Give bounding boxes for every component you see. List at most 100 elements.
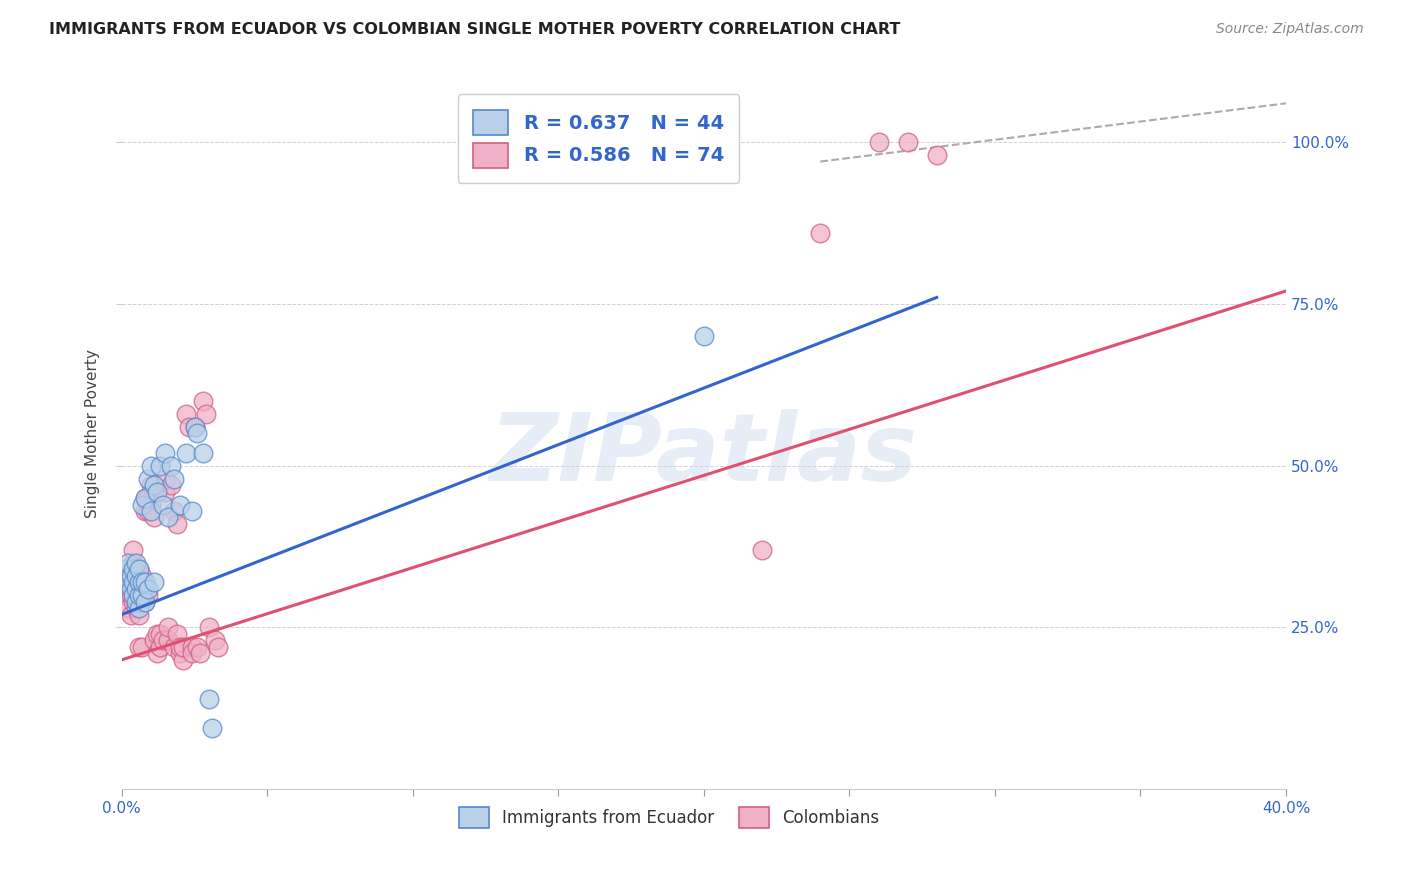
Point bbox=[169, 646, 191, 660]
Text: IMMIGRANTS FROM ECUADOR VS COLOMBIAN SINGLE MOTHER POVERTY CORRELATION CHART: IMMIGRANTS FROM ECUADOR VS COLOMBIAN SIN… bbox=[49, 22, 901, 37]
Point bbox=[122, 562, 145, 576]
Point bbox=[117, 582, 139, 596]
Text: ZIPatlas: ZIPatlas bbox=[489, 409, 918, 500]
Point bbox=[122, 594, 145, 608]
Point bbox=[163, 504, 186, 518]
Point bbox=[120, 588, 142, 602]
Point bbox=[114, 588, 136, 602]
Legend: Immigrants from Ecuador, Colombians: Immigrants from Ecuador, Colombians bbox=[451, 801, 886, 834]
Point bbox=[117, 556, 139, 570]
Point bbox=[174, 407, 197, 421]
Point bbox=[160, 458, 183, 473]
Point bbox=[142, 510, 165, 524]
Point bbox=[183, 420, 205, 434]
Point bbox=[172, 653, 194, 667]
Point bbox=[122, 542, 145, 557]
Point bbox=[145, 484, 167, 499]
Point bbox=[142, 575, 165, 590]
Point bbox=[120, 582, 142, 596]
Point bbox=[128, 575, 150, 590]
Point bbox=[155, 446, 177, 460]
Text: Source: ZipAtlas.com: Source: ZipAtlas.com bbox=[1216, 22, 1364, 37]
Point bbox=[157, 510, 180, 524]
Point bbox=[897, 135, 920, 149]
Point bbox=[183, 420, 205, 434]
Point bbox=[174, 446, 197, 460]
Point bbox=[152, 498, 174, 512]
Point bbox=[128, 562, 150, 576]
Point bbox=[180, 504, 202, 518]
Point bbox=[149, 627, 172, 641]
Point bbox=[128, 601, 150, 615]
Point bbox=[186, 640, 208, 654]
Point bbox=[131, 640, 153, 654]
Point bbox=[117, 601, 139, 615]
Point bbox=[122, 568, 145, 582]
Point bbox=[122, 575, 145, 590]
Point bbox=[117, 568, 139, 582]
Point bbox=[166, 516, 188, 531]
Point bbox=[125, 594, 148, 608]
Point bbox=[925, 148, 948, 162]
Point bbox=[120, 568, 142, 582]
Point bbox=[157, 633, 180, 648]
Point bbox=[149, 640, 172, 654]
Point bbox=[207, 640, 229, 654]
Point bbox=[128, 640, 150, 654]
Point bbox=[169, 640, 191, 654]
Point bbox=[136, 491, 159, 505]
Point bbox=[139, 478, 162, 492]
Point bbox=[172, 640, 194, 654]
Point bbox=[131, 594, 153, 608]
Point bbox=[177, 420, 200, 434]
Point bbox=[693, 329, 716, 343]
Point bbox=[139, 458, 162, 473]
Point bbox=[122, 556, 145, 570]
Point bbox=[125, 601, 148, 615]
Point bbox=[128, 575, 150, 590]
Point bbox=[139, 504, 162, 518]
Point bbox=[186, 426, 208, 441]
Point bbox=[149, 458, 172, 473]
Point bbox=[142, 484, 165, 499]
Point bbox=[204, 633, 226, 648]
Y-axis label: Single Mother Poverty: Single Mother Poverty bbox=[86, 349, 100, 517]
Point bbox=[134, 575, 156, 590]
Point bbox=[198, 691, 221, 706]
Point bbox=[136, 582, 159, 596]
Point bbox=[128, 562, 150, 576]
Point bbox=[157, 620, 180, 634]
Point bbox=[163, 472, 186, 486]
Point bbox=[134, 582, 156, 596]
Point bbox=[155, 484, 177, 499]
Point bbox=[131, 582, 153, 596]
Point bbox=[131, 498, 153, 512]
Point bbox=[125, 582, 148, 596]
Point bbox=[180, 640, 202, 654]
Point bbox=[142, 478, 165, 492]
Point bbox=[120, 575, 142, 590]
Point bbox=[134, 491, 156, 505]
Point bbox=[120, 607, 142, 622]
Point bbox=[195, 407, 218, 421]
Point bbox=[136, 472, 159, 486]
Point bbox=[131, 588, 153, 602]
Point bbox=[136, 504, 159, 518]
Point bbox=[125, 556, 148, 570]
Point bbox=[125, 588, 148, 602]
Point bbox=[125, 575, 148, 590]
Point bbox=[136, 588, 159, 602]
Point bbox=[160, 478, 183, 492]
Point bbox=[142, 633, 165, 648]
Point bbox=[868, 135, 890, 149]
Point bbox=[808, 226, 831, 240]
Point bbox=[134, 594, 156, 608]
Point bbox=[145, 646, 167, 660]
Point bbox=[114, 562, 136, 576]
Point bbox=[125, 568, 148, 582]
Point bbox=[201, 721, 224, 735]
Point bbox=[180, 646, 202, 660]
Point bbox=[131, 568, 153, 582]
Point bbox=[134, 491, 156, 505]
Point bbox=[751, 542, 773, 557]
